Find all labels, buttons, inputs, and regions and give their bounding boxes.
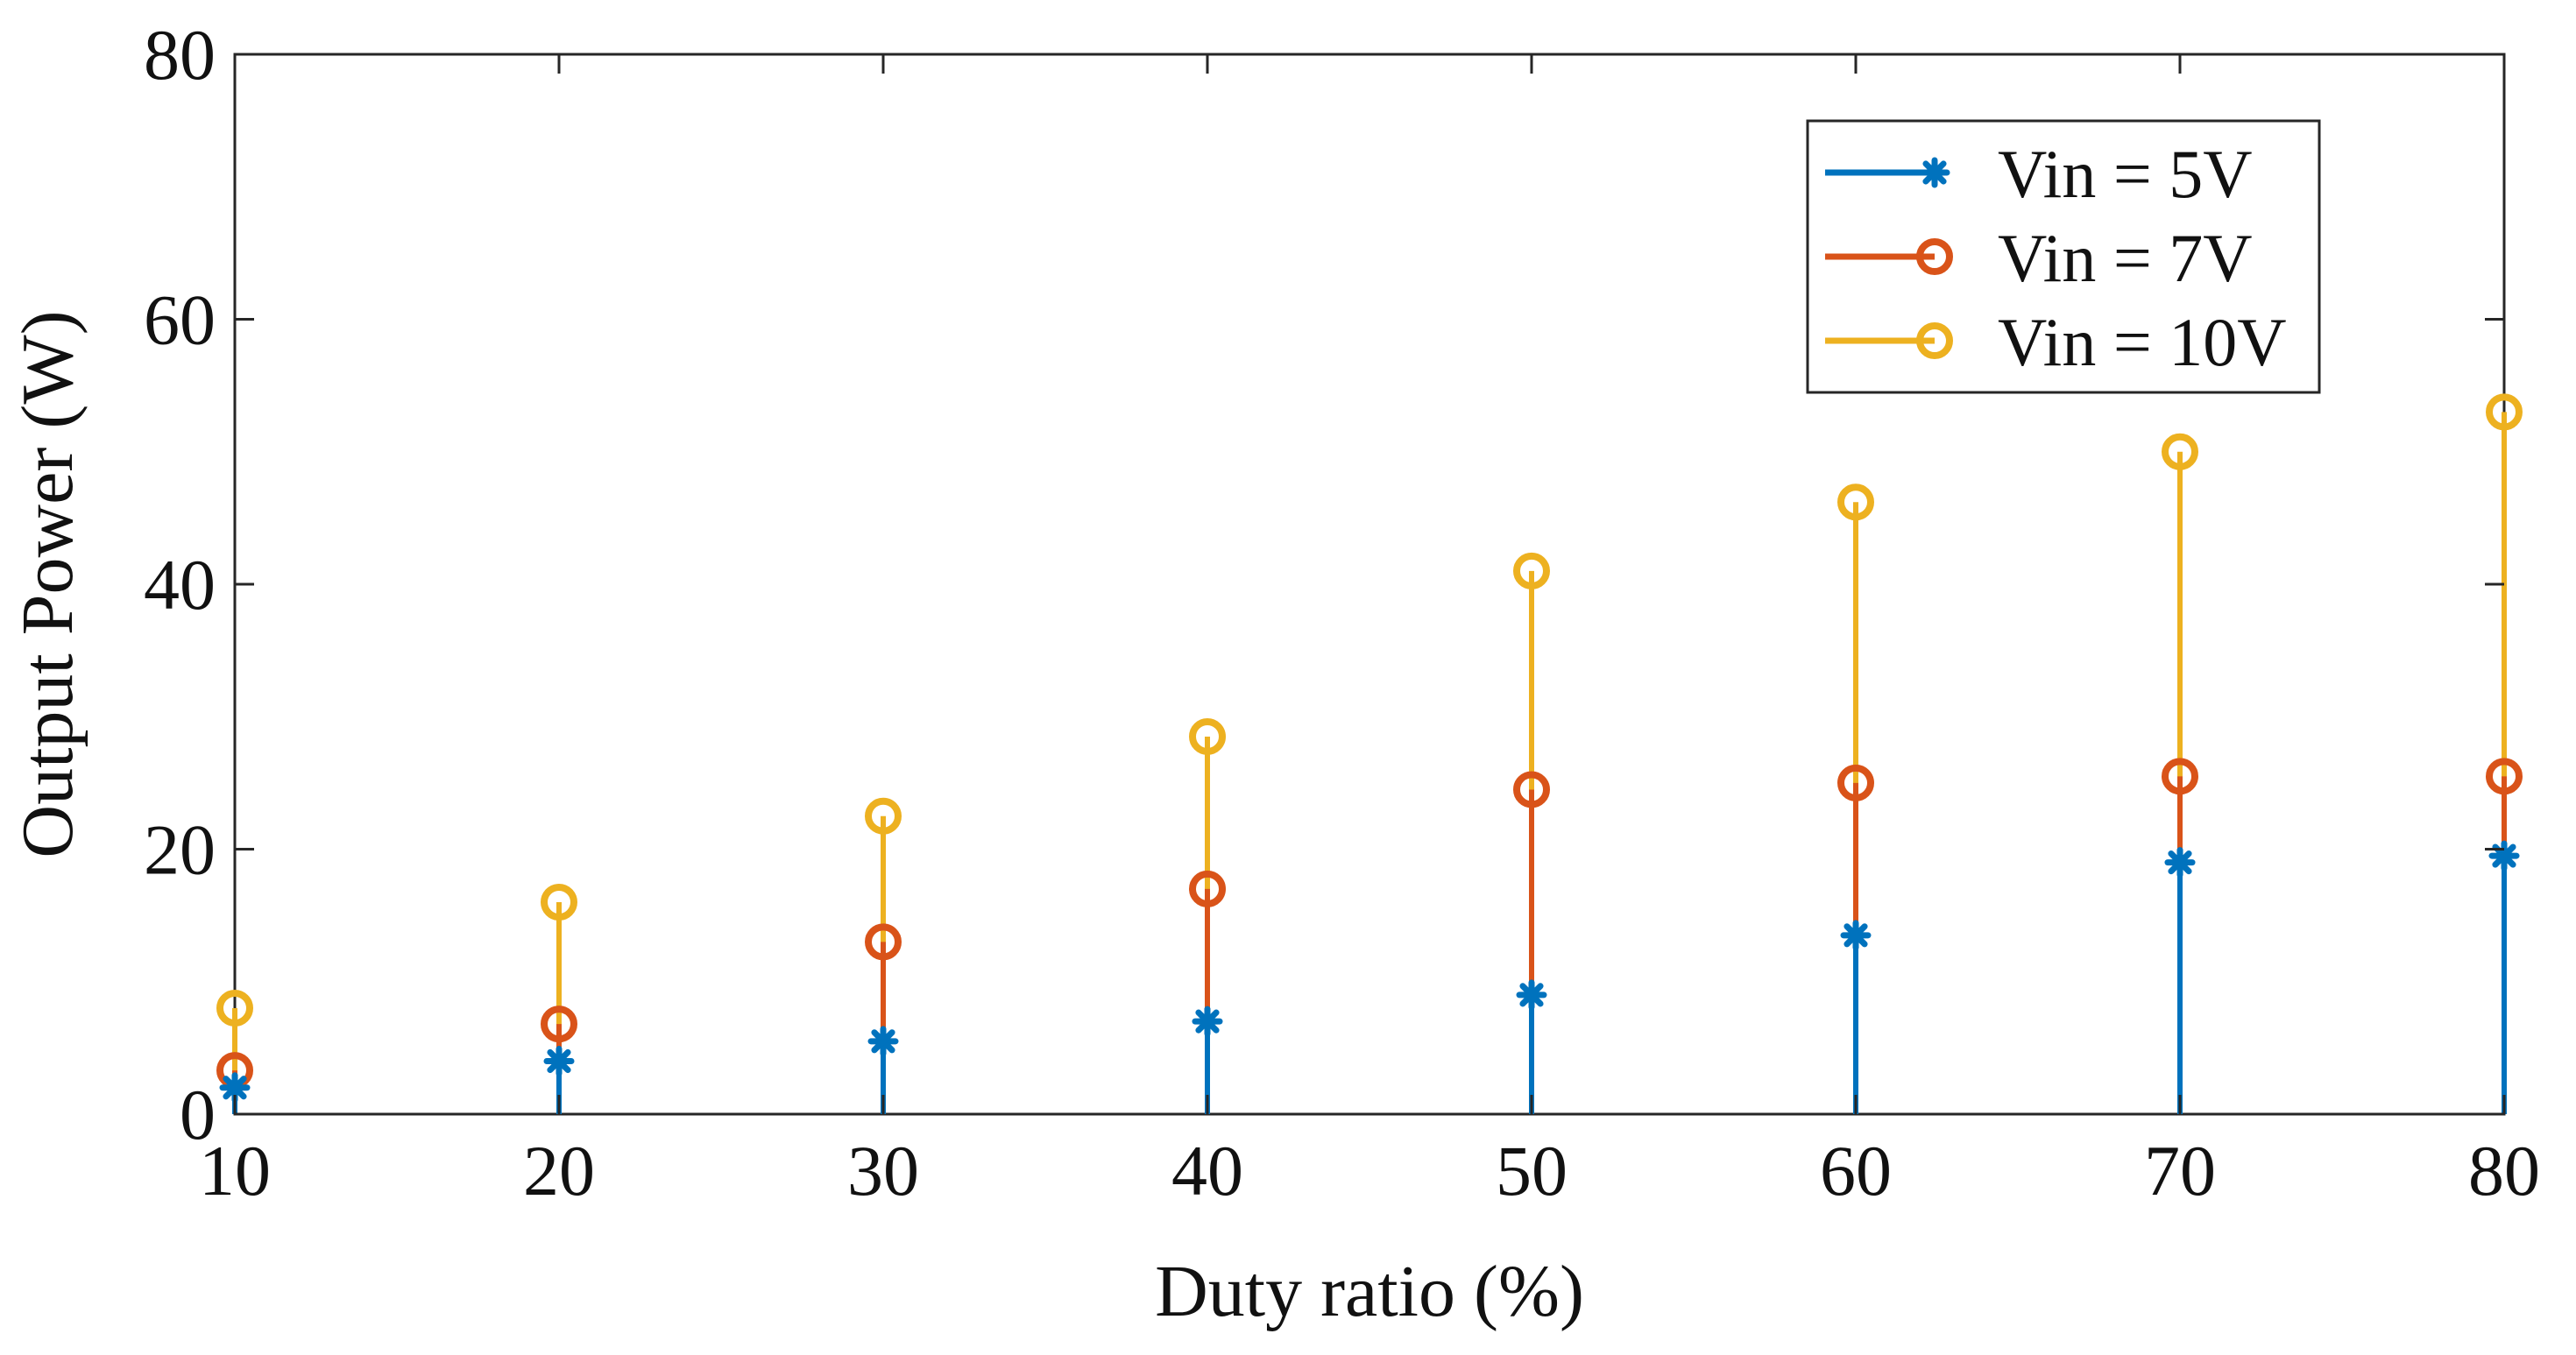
legend-item: Vin = 7V <box>1825 220 2253 296</box>
legend-label: Vin = 5V <box>1998 136 2253 212</box>
y-tick-label: 20 <box>144 810 216 890</box>
data-point <box>1840 920 1872 951</box>
legend: Vin = 5V Vin = 7V Vin = 10V <box>1806 119 2321 394</box>
data-point <box>1513 552 1550 589</box>
data-point <box>1837 483 1874 521</box>
data-point <box>1516 979 1547 1011</box>
y-tick-label: 40 <box>144 545 216 625</box>
x-axis-ticks: 10 20 30 40 50 60 70 80 <box>199 54 2540 1210</box>
data-point <box>2488 840 2520 872</box>
x-tick-label: 60 <box>1820 1131 1892 1210</box>
markers-layer <box>216 393 2523 1104</box>
x-axis-label: Duty ratio (%) <box>1155 1251 1584 1332</box>
data-point <box>2486 393 2523 431</box>
legend-item: Vin = 5V <box>1825 136 2253 212</box>
legend-items: Vin = 5V Vin = 7V Vin = 10V <box>1825 136 2287 380</box>
y-axis-ticks: 0 20 40 60 80 <box>144 15 2504 1154</box>
data-point <box>541 1006 577 1043</box>
y-axis-label: Output Power (W) <box>7 310 88 857</box>
data-point <box>1513 771 1550 808</box>
legend-marker <box>1919 157 1950 188</box>
data-point <box>865 923 902 961</box>
legend-label: Vin = 7V <box>1998 220 2253 296</box>
y-tick-label: 80 <box>144 15 216 95</box>
x-tick-label: 70 <box>2144 1131 2216 1210</box>
data-point <box>1192 1006 1223 1037</box>
legend-marker <box>1916 238 1953 275</box>
data-point <box>216 990 253 1027</box>
x-tick-label: 80 <box>2468 1131 2540 1210</box>
y-tick-label: 0 <box>180 1075 216 1154</box>
data-point <box>867 1026 899 1057</box>
data-point <box>2162 433 2198 470</box>
legend-label: Vin = 10V <box>1998 304 2287 380</box>
x-tick-label: 10 <box>199 1131 271 1210</box>
legend-marker <box>1916 322 1953 359</box>
data-point <box>1189 717 1226 755</box>
x-tick-label: 30 <box>847 1131 919 1210</box>
data-point <box>541 884 577 921</box>
data-point <box>2162 758 2198 795</box>
data-point <box>1189 870 1226 907</box>
x-tick-label: 40 <box>1171 1131 1243 1210</box>
x-tick-label: 20 <box>523 1131 595 1210</box>
y-tick-label: 60 <box>144 280 216 360</box>
data-point <box>865 797 902 835</box>
data-point <box>543 1046 575 1076</box>
legend-item: Vin = 10V <box>1825 304 2287 380</box>
data-point <box>1837 764 1874 801</box>
data-point <box>2164 847 2196 879</box>
x-tick-label: 50 <box>1496 1131 1568 1210</box>
data-point <box>2486 758 2523 795</box>
